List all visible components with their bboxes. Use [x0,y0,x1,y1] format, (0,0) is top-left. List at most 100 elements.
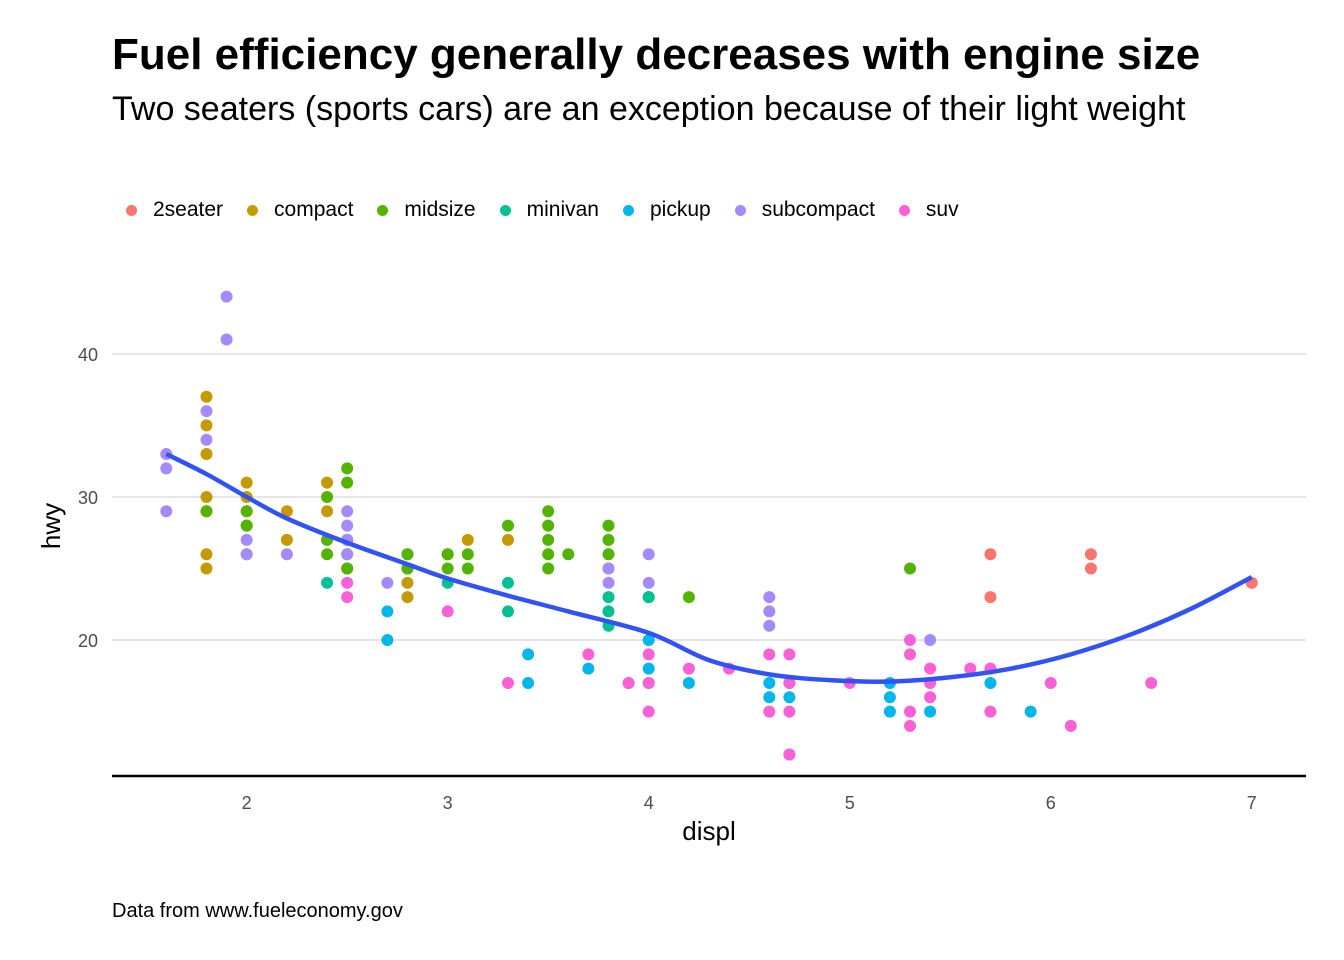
point-compact [401,576,414,589]
point-compact [321,505,334,518]
point-suv [1145,676,1158,689]
point-subcompact [602,562,615,575]
point-compact [501,533,514,546]
point-compact [280,533,293,546]
legend-key [499,204,511,216]
point-minivan [602,591,615,604]
point-suv [904,648,917,661]
point-suv [783,748,796,761]
point-compact [240,476,253,489]
point-compact [200,548,213,561]
point-midsize [562,548,575,561]
point-suv [341,591,354,604]
y-tick-label: 20 [78,631,98,651]
legend-label: pickup [649,198,711,221]
legend: 2seater compact midsize minivan pickup subcom… [126,198,983,222]
legend-key [898,204,910,216]
point-compact [200,419,213,432]
point-pickup [522,676,535,689]
point-suv [904,705,917,718]
point-pickup [642,662,655,675]
point-pickup [763,676,776,689]
x-tick-labels: 2 3 4 5 6 7 [242,793,1257,813]
point-pickup [763,691,776,704]
point-midsize [401,548,414,561]
x-tick-label: 5 [845,793,855,813]
legend-item-2seater: 2seater [126,198,223,222]
point-pickup [883,705,896,718]
y-tick-label: 30 [78,488,98,508]
point-midsize [542,533,555,546]
point-suv [783,648,796,661]
legend-label: compact [274,198,354,221]
gridlines [112,352,1306,642]
legend-item-subcompact: subcompact [734,198,875,222]
point-suv [763,705,776,718]
point-pickup [883,691,896,704]
point-suv [984,705,997,718]
point-minivan [501,576,514,589]
x-tick-label: 2 [242,793,252,813]
point-pickup [381,605,394,618]
point-midsize [240,505,253,518]
point-2seater [984,591,997,604]
point-minivan [501,605,514,618]
point-suv [924,691,937,704]
point-suv [904,719,917,732]
point-midsize [341,462,354,475]
smooth-curve [165,452,1253,684]
point-compact [200,390,213,403]
point-minivan [602,605,615,618]
point-suv [501,676,514,689]
point-suv [783,676,796,689]
point-suv [642,705,655,718]
y-axis-title: hwy [36,503,66,549]
point-pickup [783,691,796,704]
point-subcompact [160,505,173,518]
y-tick-label: 40 [78,345,98,365]
point-subcompact [200,433,213,446]
x-tick-label: 4 [644,793,654,813]
point-midsize [461,548,474,561]
data-points [160,290,1258,761]
point-pickup [522,648,535,661]
point-midsize [341,476,354,489]
point-subcompact [763,605,776,618]
smooth-line [165,452,1253,684]
point-suv [582,648,595,661]
point-midsize [904,562,917,575]
point-midsize [441,548,454,561]
point-subcompact [341,505,354,518]
x-tick-label: 6 [1046,793,1056,813]
point-suv [1044,676,1057,689]
point-compact [200,562,213,575]
point-subcompact [200,405,213,418]
point-subcompact [924,634,937,647]
point-pickup [682,676,695,689]
point-subcompact [240,548,253,561]
point-suv [682,662,695,675]
point-subcompact [341,519,354,532]
point-minivan [642,591,655,604]
point-midsize [321,490,334,503]
legend-label: minivan [526,198,599,221]
point-midsize [542,548,555,561]
legend-label: midsize [404,198,476,221]
point-compact [280,505,293,518]
point-subcompact [381,576,394,589]
x-tick-label: 7 [1247,793,1257,813]
point-midsize [682,591,695,604]
point-compact [461,533,474,546]
y-tick-labels: 20 30 40 [78,345,98,651]
point-midsize [542,505,555,518]
point-midsize [602,533,615,546]
point-midsize [341,562,354,575]
point-pickup [924,705,937,718]
point-suv [763,648,776,661]
point-subcompact [341,548,354,561]
point-subcompact [160,462,173,475]
point-midsize [321,548,334,561]
point-suv [924,662,937,675]
legend-label: subcompact [761,198,875,221]
